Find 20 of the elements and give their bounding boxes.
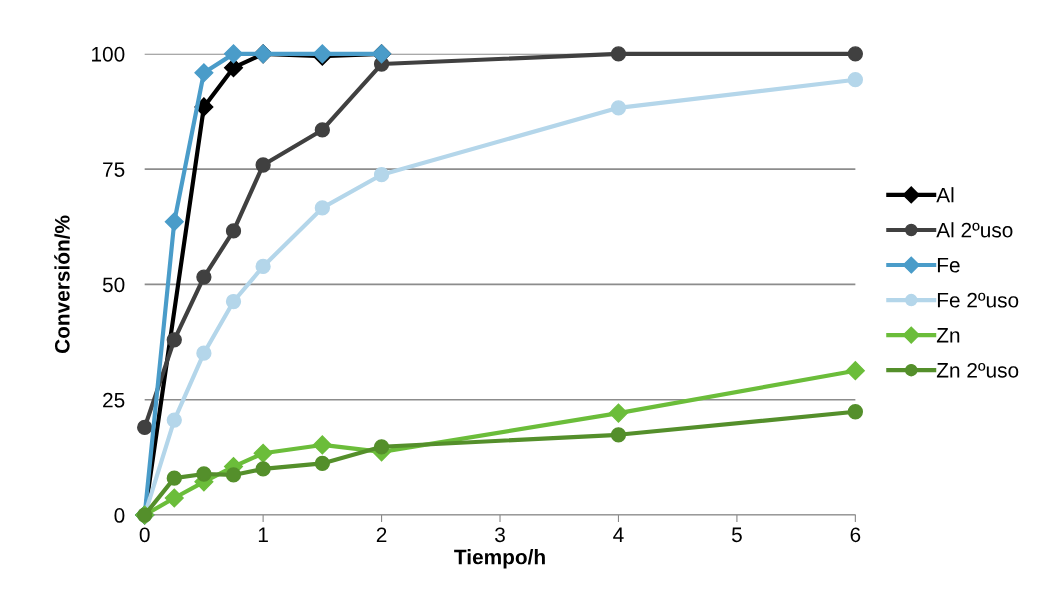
legend-label: Al bbox=[936, 187, 954, 203]
x-axis-title: Tiempo/h bbox=[454, 549, 545, 569]
x-tick-label: 6 bbox=[850, 527, 861, 543]
legend-label: Fe bbox=[937, 257, 960, 273]
y-tick-label: 0 bbox=[114, 508, 125, 523]
x-tick-label: 3 bbox=[495, 527, 505, 543]
legend-label: Fe 2ºuso bbox=[937, 292, 1019, 308]
x-tick-label: 5 bbox=[731, 527, 742, 543]
legend-label: Zn 2ºuso bbox=[936, 362, 1019, 378]
y-tick-label: 50 bbox=[102, 277, 125, 293]
x-tick-label: 0 bbox=[139, 527, 150, 543]
x-tick-label: 4 bbox=[613, 527, 624, 542]
y-axis-title: Conversión/% bbox=[54, 215, 70, 354]
y-tick-label: 75 bbox=[103, 162, 125, 177]
legend-label: Al 2ºuso bbox=[936, 222, 1013, 238]
legend-label: Zn bbox=[936, 328, 960, 343]
x-tick-label: 1 bbox=[258, 527, 268, 542]
y-tick-label: 100 bbox=[92, 46, 125, 62]
x-tick-label: 2 bbox=[376, 527, 387, 542]
y-tick-label: 25 bbox=[103, 392, 125, 408]
